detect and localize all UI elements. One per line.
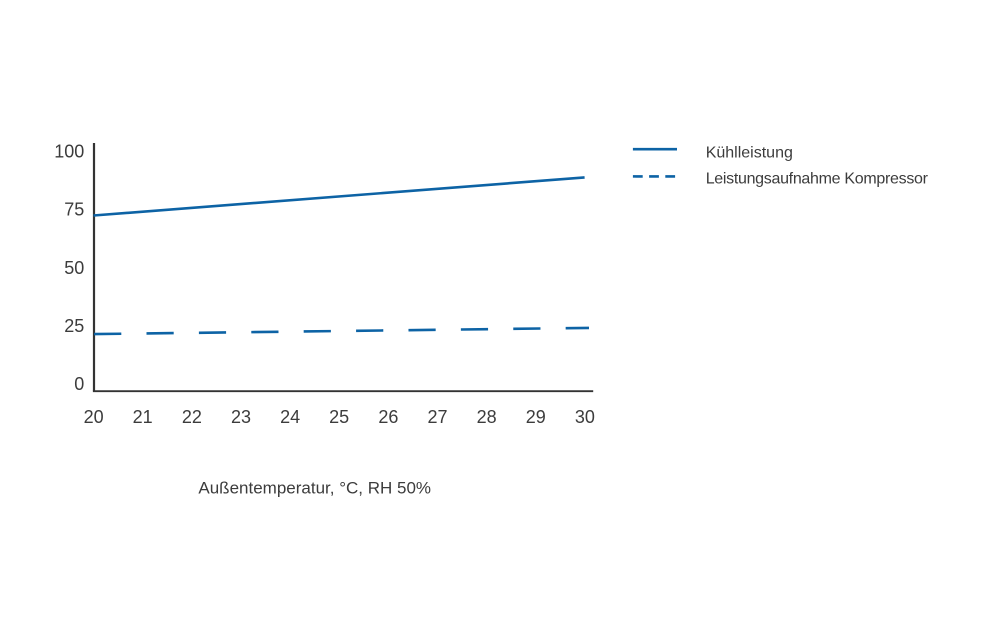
svg-text:20: 20 <box>84 407 104 427</box>
svg-text:0: 0 <box>74 374 84 394</box>
svg-text:21: 21 <box>133 407 153 427</box>
svg-text:Außentemperatur, °C, RH 50%: Außentemperatur, °C, RH 50% <box>198 478 431 497</box>
svg-text:29: 29 <box>526 407 546 427</box>
svg-text:25: 25 <box>64 316 84 336</box>
svg-text:Kühlleistung: Kühlleistung <box>706 144 793 161</box>
svg-text:50: 50 <box>64 258 84 278</box>
svg-text:23: 23 <box>231 407 251 427</box>
svg-text:Leistungsaufnahme Kompressor: Leistungsaufnahme Kompressor <box>706 170 929 187</box>
svg-text:26: 26 <box>378 407 398 427</box>
svg-text:28: 28 <box>477 407 497 427</box>
svg-text:75: 75 <box>64 200 84 220</box>
svg-text:27: 27 <box>427 407 447 427</box>
svg-text:30: 30 <box>575 407 595 427</box>
svg-text:24: 24 <box>280 407 300 427</box>
svg-text:25: 25 <box>329 407 349 427</box>
svg-text:22: 22 <box>182 407 202 427</box>
svg-text:100: 100 <box>54 141 84 161</box>
